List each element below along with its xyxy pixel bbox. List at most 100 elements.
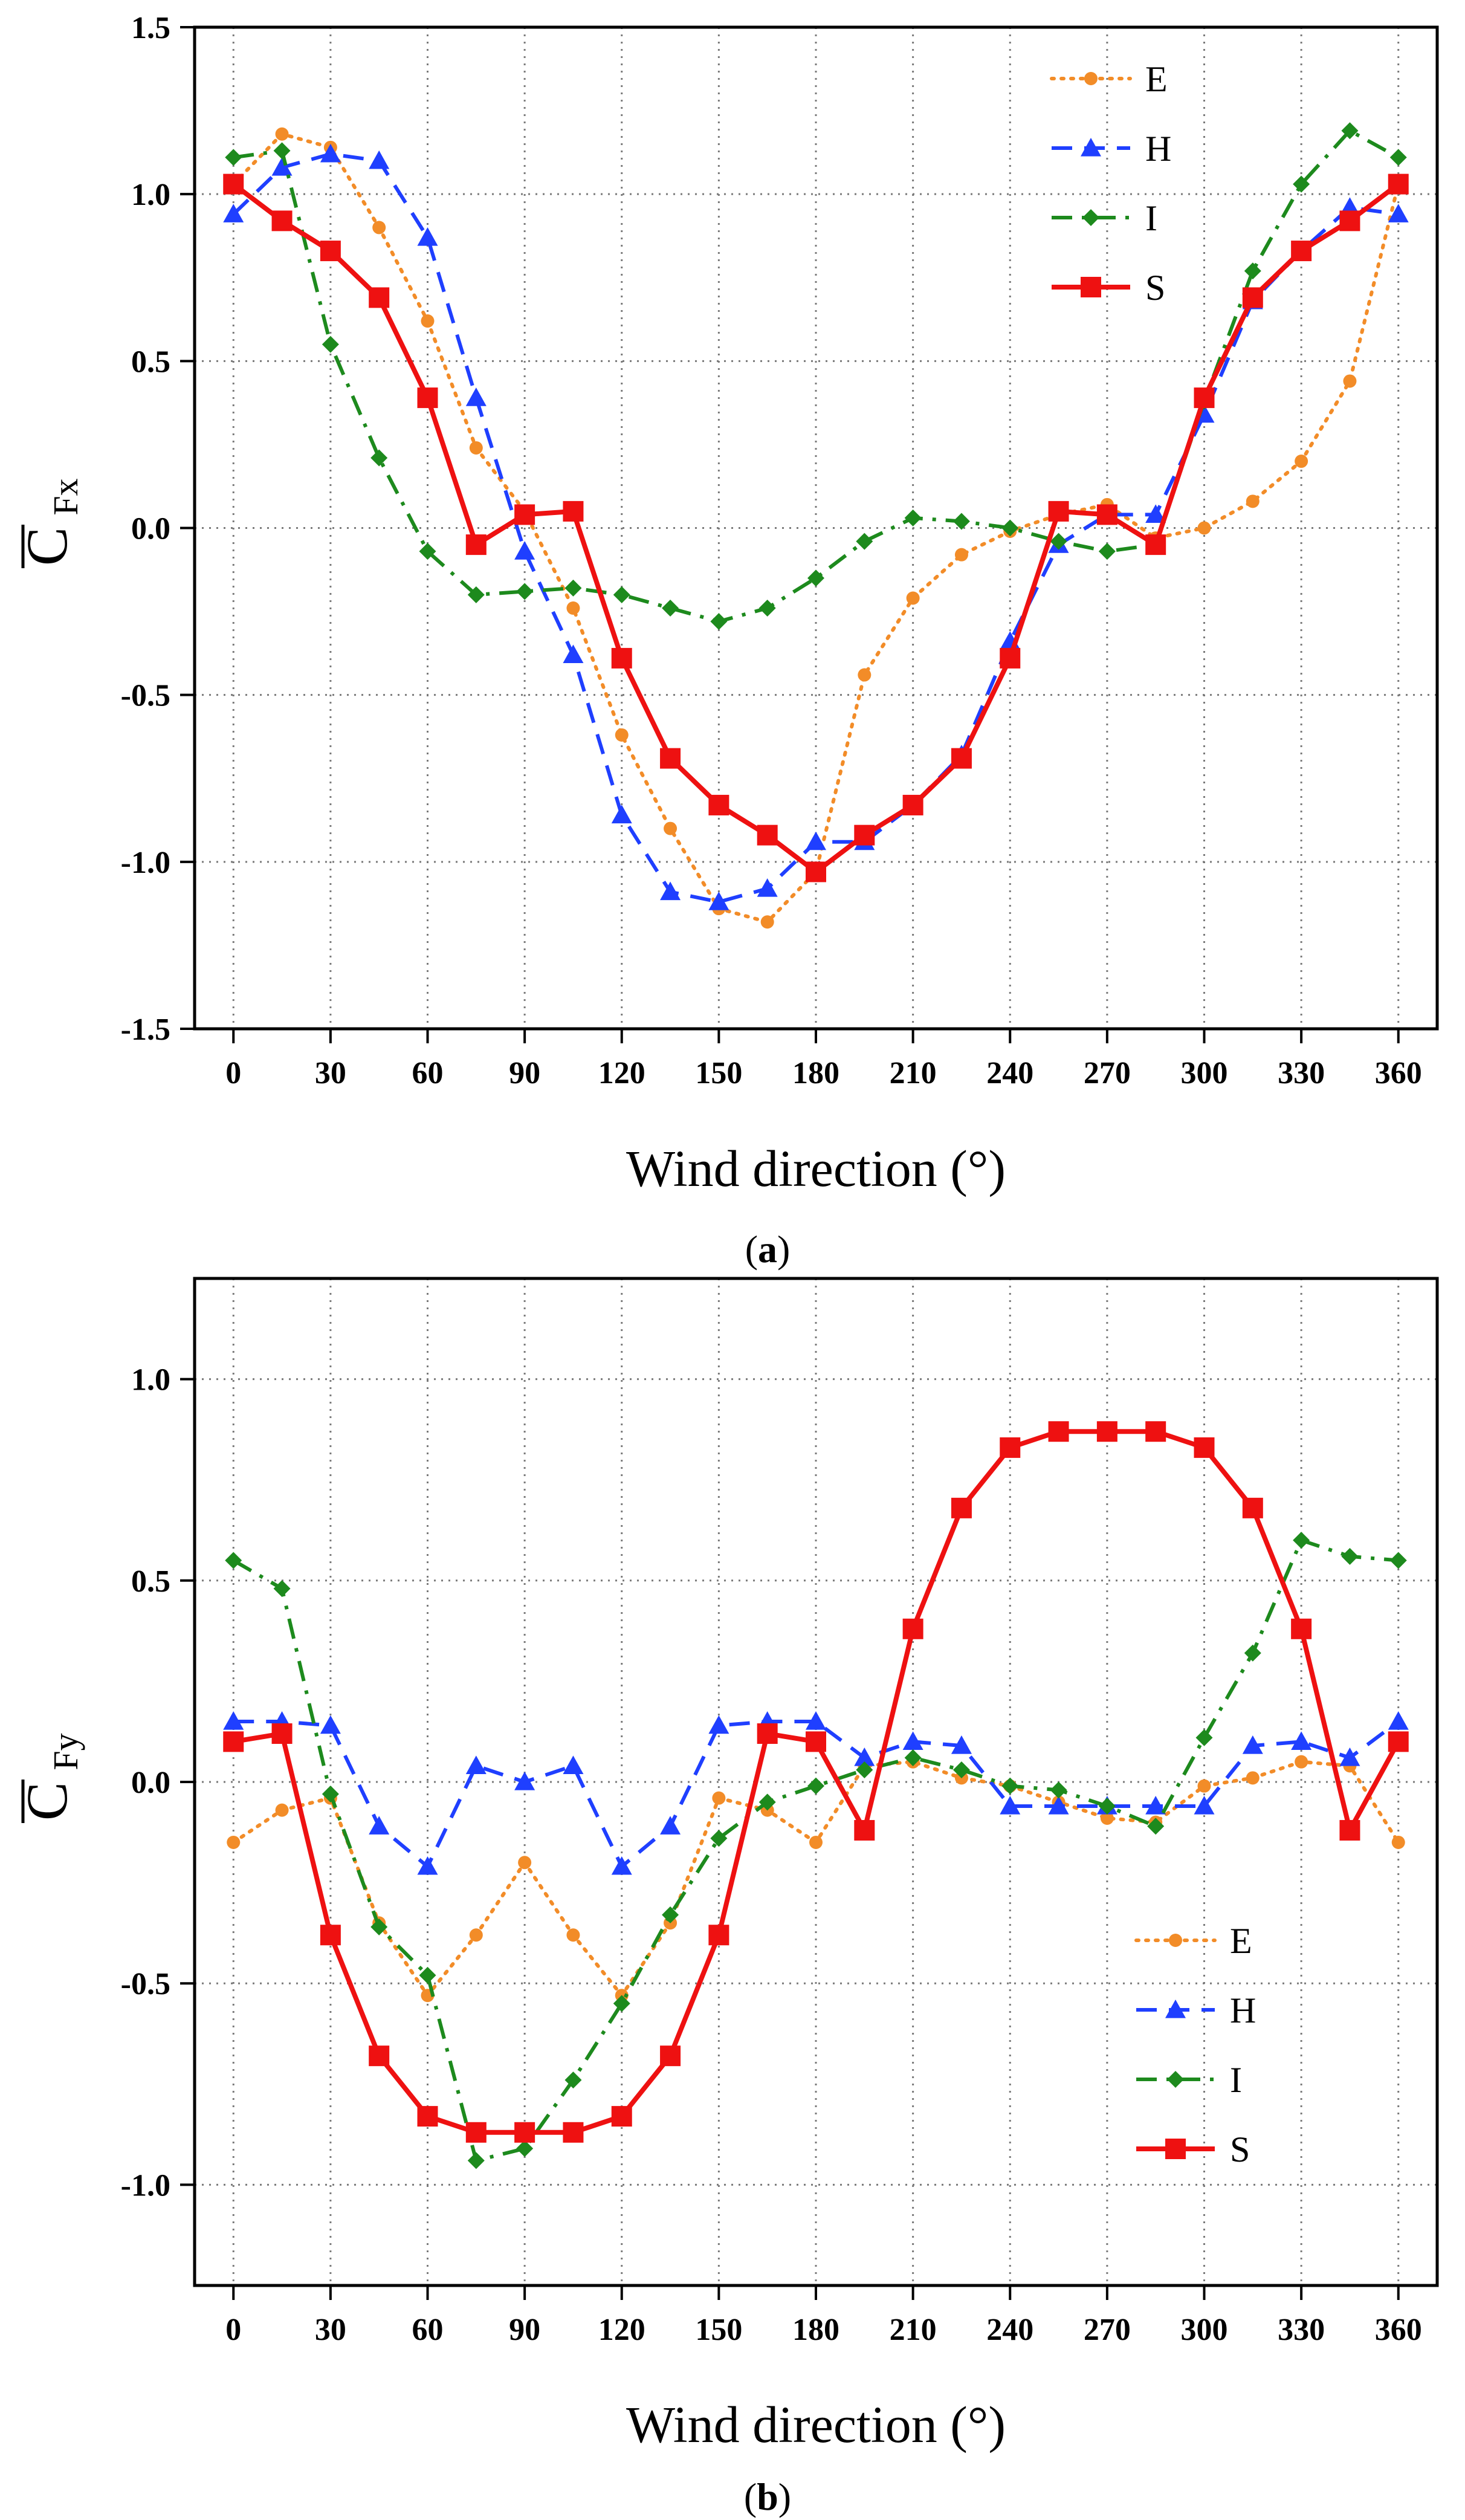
data-point-I (1050, 533, 1067, 550)
data-point-S (708, 1925, 729, 1946)
data-point-I (419, 1966, 436, 1984)
data-point-I (807, 1777, 824, 1795)
y-axis-title-sub: Fy (46, 1733, 85, 1770)
data-point-H (320, 143, 341, 163)
data-point-S (1048, 1421, 1069, 1442)
data-point-I (273, 142, 291, 160)
data-point-H (417, 1856, 438, 1875)
data-point-E (1100, 1811, 1114, 1825)
y-tick-label: -1.0 (121, 2168, 170, 2203)
data-point-E (1295, 455, 1308, 468)
legend-label: E (1145, 59, 1168, 99)
data-point-H (902, 1731, 923, 1750)
data-point-S (465, 2122, 487, 2143)
legend-marker (1165, 2000, 1186, 2018)
data-point-S (1242, 287, 1263, 308)
data-point-H (369, 1816, 390, 1835)
legend-entry-E: E (1050, 59, 1168, 99)
data-point-S (320, 241, 341, 262)
data-point-E (227, 1835, 241, 1849)
x-tick-label: 330 (1278, 1056, 1325, 1090)
data-point-S (223, 173, 244, 195)
data-point-I (856, 1761, 873, 1779)
data-point-I (322, 335, 339, 353)
data-point-H (465, 387, 487, 406)
data-point-H (611, 805, 632, 824)
legend-entry-S: S (1136, 2130, 1250, 2169)
legend-label: S (1145, 268, 1165, 308)
panel-caption: (b) (744, 2475, 791, 2518)
data-point-H (854, 1747, 875, 1766)
series-I (225, 1532, 1407, 2169)
caption-letter: b (757, 2475, 778, 2518)
x-tick-label: 0 (225, 1056, 241, 1090)
data-point-E (518, 1856, 532, 1870)
data-point-I (662, 1906, 679, 1923)
data-point-S (320, 1925, 341, 1946)
data-point-I (952, 1761, 970, 1779)
data-point-I (1098, 543, 1116, 560)
legend-label: H (1230, 1990, 1256, 2030)
data-point-I (1389, 149, 1407, 166)
data-point-S (1096, 504, 1117, 525)
x-tick-label: 90 (509, 2313, 540, 2347)
data-point-I (613, 1995, 630, 2012)
data-point-H (708, 1715, 729, 1734)
legend-entry-I: I (1052, 198, 1157, 238)
data-point-E (275, 1803, 289, 1817)
series-S (223, 1421, 1409, 2143)
data-point-I (225, 1552, 242, 1569)
legend-marker (1082, 209, 1099, 226)
data-point-S (1388, 173, 1409, 195)
data-point-I (564, 2071, 582, 2089)
legend-entry-H: H (1136, 1990, 1256, 2030)
caption-close: ) (777, 1228, 790, 1271)
legend-marker (1084, 72, 1098, 85)
data-point-S (854, 824, 875, 846)
x-tick-label: 360 (1375, 2313, 1422, 2347)
data-point-I (662, 600, 679, 617)
data-point-S (1291, 1618, 1312, 1639)
x-tick-label: 120 (598, 1056, 645, 1090)
y-tick-label: -0.5 (121, 679, 170, 713)
y-tick-label: 0.5 (131, 1564, 170, 1599)
y-tick-label: 1.0 (131, 1363, 170, 1398)
data-point-I (856, 533, 873, 550)
legend-entry-S: S (1052, 268, 1165, 308)
data-point-H (1339, 1747, 1360, 1766)
data-point-E (1295, 1755, 1308, 1769)
data-point-E (954, 548, 968, 562)
data-point-E (1246, 1771, 1260, 1785)
legend-marker (1165, 2139, 1186, 2159)
caption-open: ( (745, 1228, 758, 1271)
y-axis-title-main: C (15, 527, 79, 566)
data-point-I (758, 1793, 776, 1811)
x-tick-label: 120 (598, 2313, 645, 2347)
data-point-S (806, 861, 826, 883)
data-point-H (320, 1715, 341, 1734)
data-point-S (1388, 1731, 1409, 1752)
y-tick-label: 0.0 (131, 512, 170, 546)
data-point-S (1145, 534, 1166, 556)
x-tick-label: 30 (315, 2313, 346, 2347)
data-point-E (906, 591, 920, 605)
y-tick-label: 0.0 (131, 1766, 170, 1800)
x-tick-label: 210 (890, 1056, 937, 1090)
x-tick-label: 90 (509, 1056, 540, 1090)
y-axis-title-sub: Fx (46, 478, 85, 515)
data-point-S (1048, 500, 1069, 522)
data-point-I (952, 513, 970, 530)
legend-marker (1169, 1934, 1182, 1947)
data-point-S (417, 2106, 438, 2127)
data-point-E (275, 127, 289, 141)
y-tick-label: 0.5 (131, 345, 170, 379)
data-point-E (858, 668, 872, 682)
y-axis-title-main: C (15, 1782, 79, 1821)
data-point-E (664, 821, 678, 835)
data-point-H (660, 1816, 681, 1835)
data-point-H (1145, 504, 1166, 523)
data-point-I (1001, 519, 1019, 537)
data-point-I (1195, 1729, 1213, 1746)
data-point-E (566, 601, 580, 615)
data-point-S (951, 1497, 972, 1518)
